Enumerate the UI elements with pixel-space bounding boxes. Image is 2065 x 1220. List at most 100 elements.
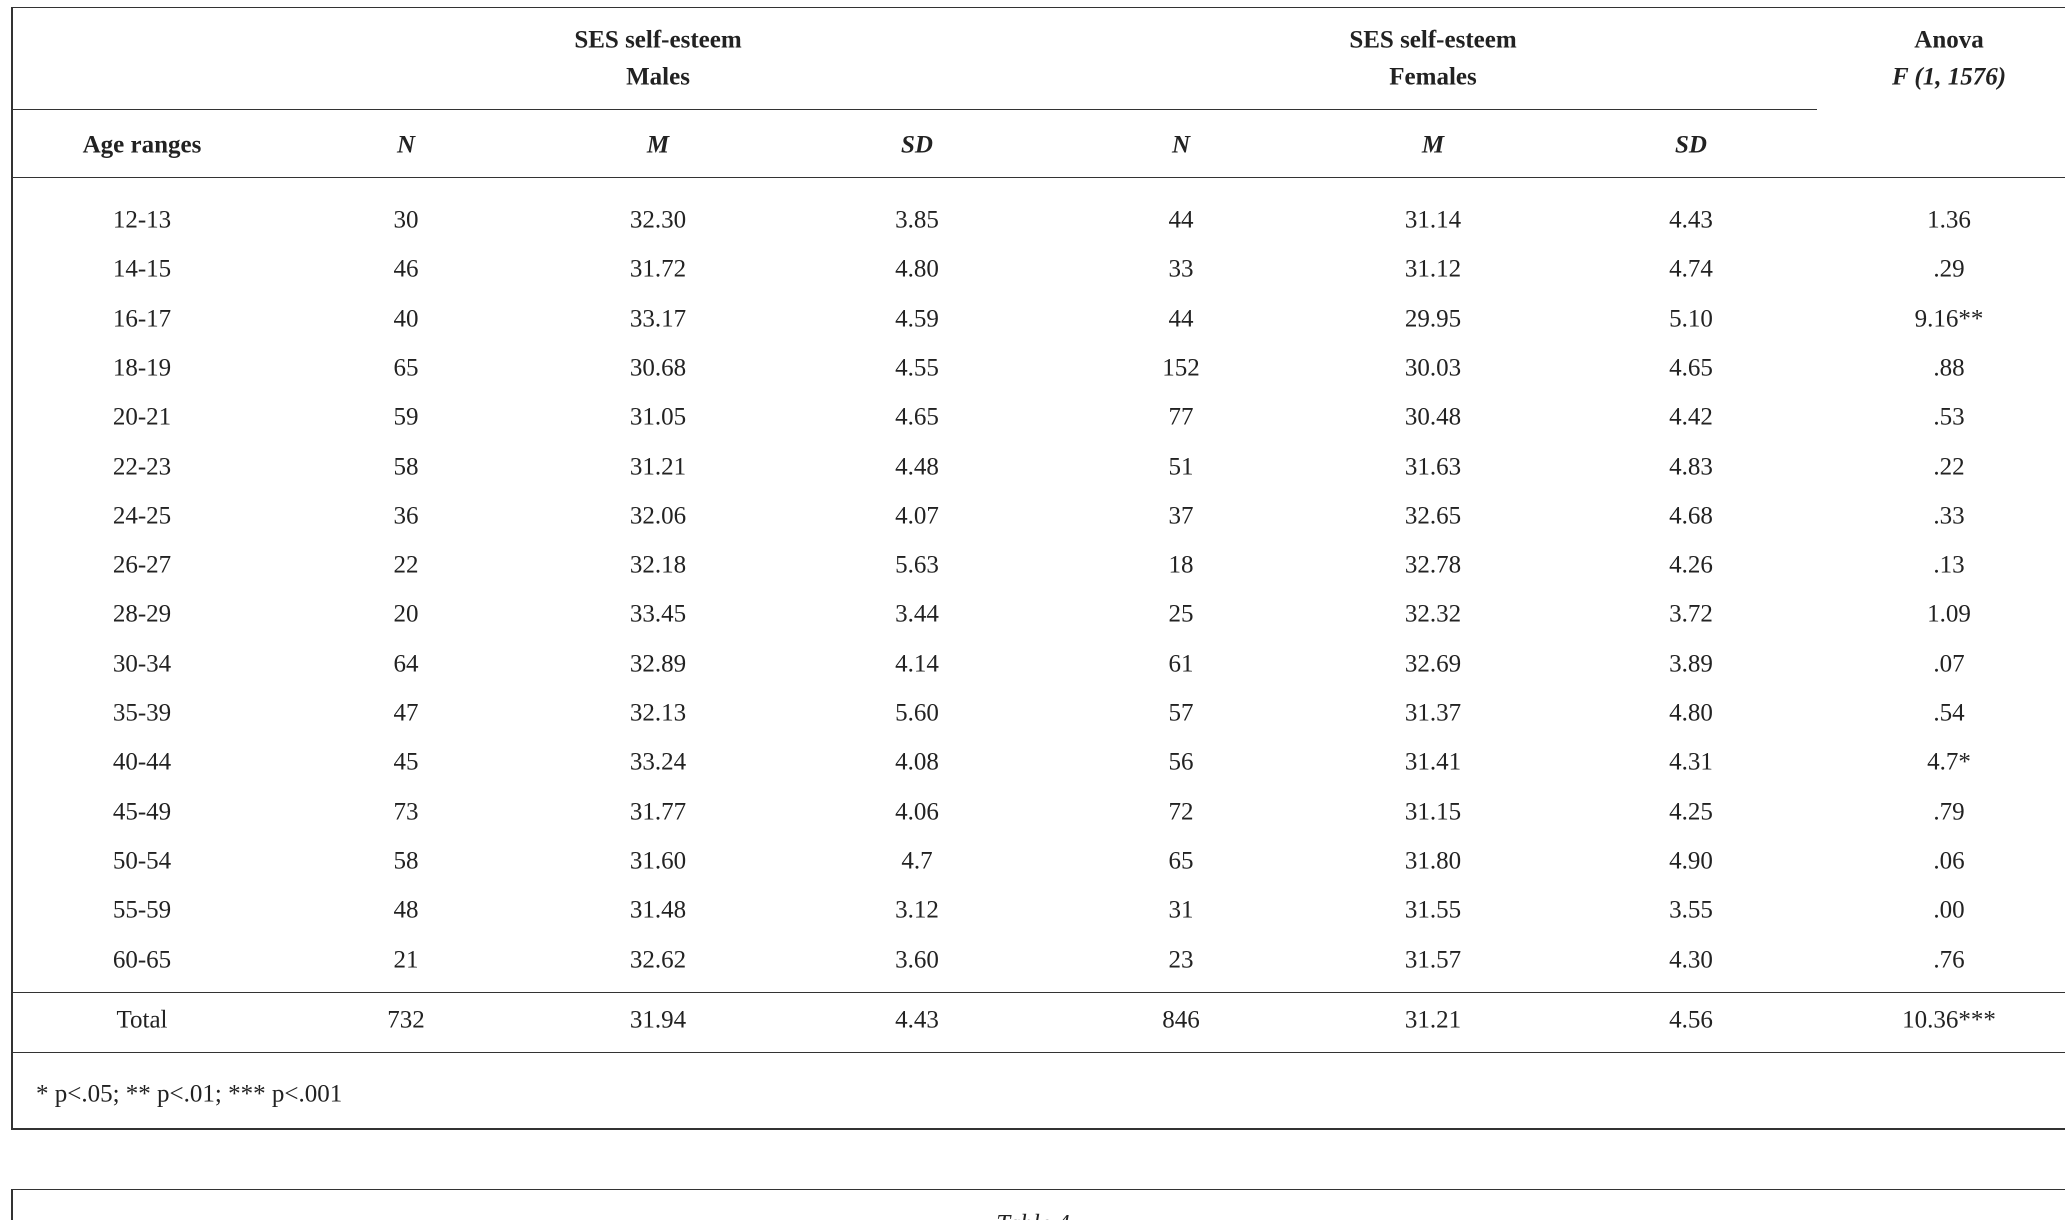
- table-cell: 31.72: [629, 255, 687, 283]
- total-cell: 4.43: [895, 1006, 939, 1034]
- table-cell: 4.48: [895, 453, 939, 480]
- table-cell: 40-44: [112, 748, 172, 776]
- table-cell: 77: [1168, 403, 1194, 431]
- group-header: Females: [1389, 63, 1477, 91]
- table-cell: 4.30: [1669, 946, 1713, 973]
- table-cell: 31.60: [629, 847, 687, 875]
- next-box-top: [11, 1189, 2065, 1190]
- table-cell: 4.7: [901, 847, 933, 875]
- table-cell: 22: [393, 551, 419, 579]
- table-cell: 31.77: [629, 798, 687, 826]
- table-cell: .22: [1933, 453, 1965, 480]
- table-cell: 21: [393, 946, 419, 973]
- table-cell: 31.37: [1404, 699, 1462, 727]
- table-cell: 4.26: [1669, 551, 1713, 579]
- total-cell: 31.94: [629, 1006, 687, 1034]
- left-border: [11, 7, 13, 1130]
- table-cell: 4.90: [1669, 847, 1713, 875]
- table-cell: 31.05: [629, 403, 687, 431]
- table-cell: 4.7*: [1927, 748, 1971, 776]
- table-cell: 25: [1168, 600, 1194, 628]
- total-cell: 846: [1162, 1006, 1200, 1034]
- table-cell: 72: [1168, 798, 1194, 826]
- total-cell: 4.56: [1669, 1006, 1713, 1034]
- table-cell: 5.63: [895, 551, 939, 579]
- table-cell: 24-25: [112, 502, 172, 530]
- table-cell: 3.89: [1669, 650, 1713, 678]
- table-cell: 3.12: [895, 896, 939, 924]
- table-cell: 64: [393, 650, 419, 678]
- table-cell: 55-59: [112, 896, 172, 924]
- bottom-rule: [11, 1128, 2065, 1130]
- table-cell: 22-23: [112, 453, 172, 480]
- table-cell: 4.65: [1669, 354, 1713, 382]
- table-cell: 1.09: [1927, 600, 1971, 628]
- footnote: * p<.05; ** p<.01; *** p<.001: [36, 1080, 343, 1108]
- table-cell: 65: [393, 354, 419, 382]
- table-cell: 4.08: [895, 748, 939, 776]
- total-cell: 10.36***: [1902, 1006, 1996, 1034]
- table-cell: 58: [393, 453, 419, 480]
- table-cell: 30-34: [112, 650, 172, 678]
- table-cell: 31.48: [629, 896, 687, 924]
- table-cell: 32.62: [629, 946, 687, 973]
- table-cell: 46: [393, 255, 419, 283]
- table-cell: 20: [393, 600, 419, 628]
- table-cell: 57: [1168, 699, 1194, 727]
- table-cell: 47: [393, 699, 419, 727]
- table-cell: 32.32: [1404, 600, 1462, 628]
- table-cell: 35-39: [112, 699, 172, 727]
- table-cell: 36: [393, 502, 419, 530]
- table-cell: 40: [393, 305, 419, 333]
- table-cell: 4.68: [1669, 502, 1713, 530]
- table-cell: 33: [1168, 255, 1194, 283]
- table-cell: 3.44: [895, 600, 939, 628]
- table-cell: 31.80: [1404, 847, 1462, 875]
- total-cell: 31.21: [1404, 1006, 1462, 1034]
- table-cell: 4.74: [1669, 255, 1713, 283]
- column-header: N: [396, 131, 416, 159]
- table-cell: 29.95: [1404, 305, 1462, 333]
- table-cell: 31.55: [1404, 896, 1462, 924]
- table-cell: 45-49: [112, 798, 172, 826]
- next-table-title: Table 4: [996, 1206, 1069, 1220]
- table-cell: 3.55: [1669, 896, 1713, 924]
- table-cell: 48: [393, 896, 419, 924]
- table-cell: 3.60: [895, 946, 939, 973]
- table-cell: 4.83: [1669, 453, 1713, 480]
- column-header: SD: [901, 131, 933, 159]
- table-cell: 33.24: [629, 748, 687, 776]
- table-cell: 32.06: [629, 502, 687, 530]
- group-header: Males: [626, 63, 690, 91]
- table-cell: 31.12: [1404, 255, 1462, 283]
- table-cell: 32.30: [629, 206, 687, 234]
- table-cell: 32.78: [1404, 551, 1462, 579]
- table-cell: 4.55: [895, 354, 939, 382]
- table-cell: 31.57: [1404, 946, 1462, 973]
- table-cell: 32.18: [629, 551, 687, 579]
- table-cell: 31.21: [629, 453, 687, 480]
- table-cell: 9.16**: [1914, 305, 1984, 333]
- table-cell: .06: [1933, 847, 1965, 875]
- table-cell: 50-54: [112, 847, 172, 875]
- table-cell: 4.80: [895, 255, 939, 283]
- table-cell: 60-65: [112, 946, 172, 973]
- column-header: Age ranges: [82, 131, 202, 159]
- table-cell: 18: [1168, 551, 1194, 579]
- table-cell: 73: [393, 798, 419, 826]
- table-cell: 20-21: [112, 403, 172, 431]
- table-cell: 4.43: [1669, 206, 1713, 234]
- table-cell: 3.72: [1669, 600, 1713, 628]
- table-cell: 4.59: [895, 305, 939, 333]
- column-header: M: [1421, 131, 1445, 159]
- table-cell: 31.15: [1404, 798, 1462, 826]
- table-cell: 32.69: [1404, 650, 1462, 678]
- table-cell: 18-19: [112, 354, 172, 382]
- table-cell: 59: [393, 403, 419, 431]
- table-cell: 30.48: [1404, 403, 1462, 431]
- table-cell: 3.85: [895, 206, 939, 234]
- group-header: SES self-esteem: [574, 26, 742, 54]
- total-cell: 732: [387, 1006, 425, 1034]
- table-cell: 4.14: [895, 650, 939, 678]
